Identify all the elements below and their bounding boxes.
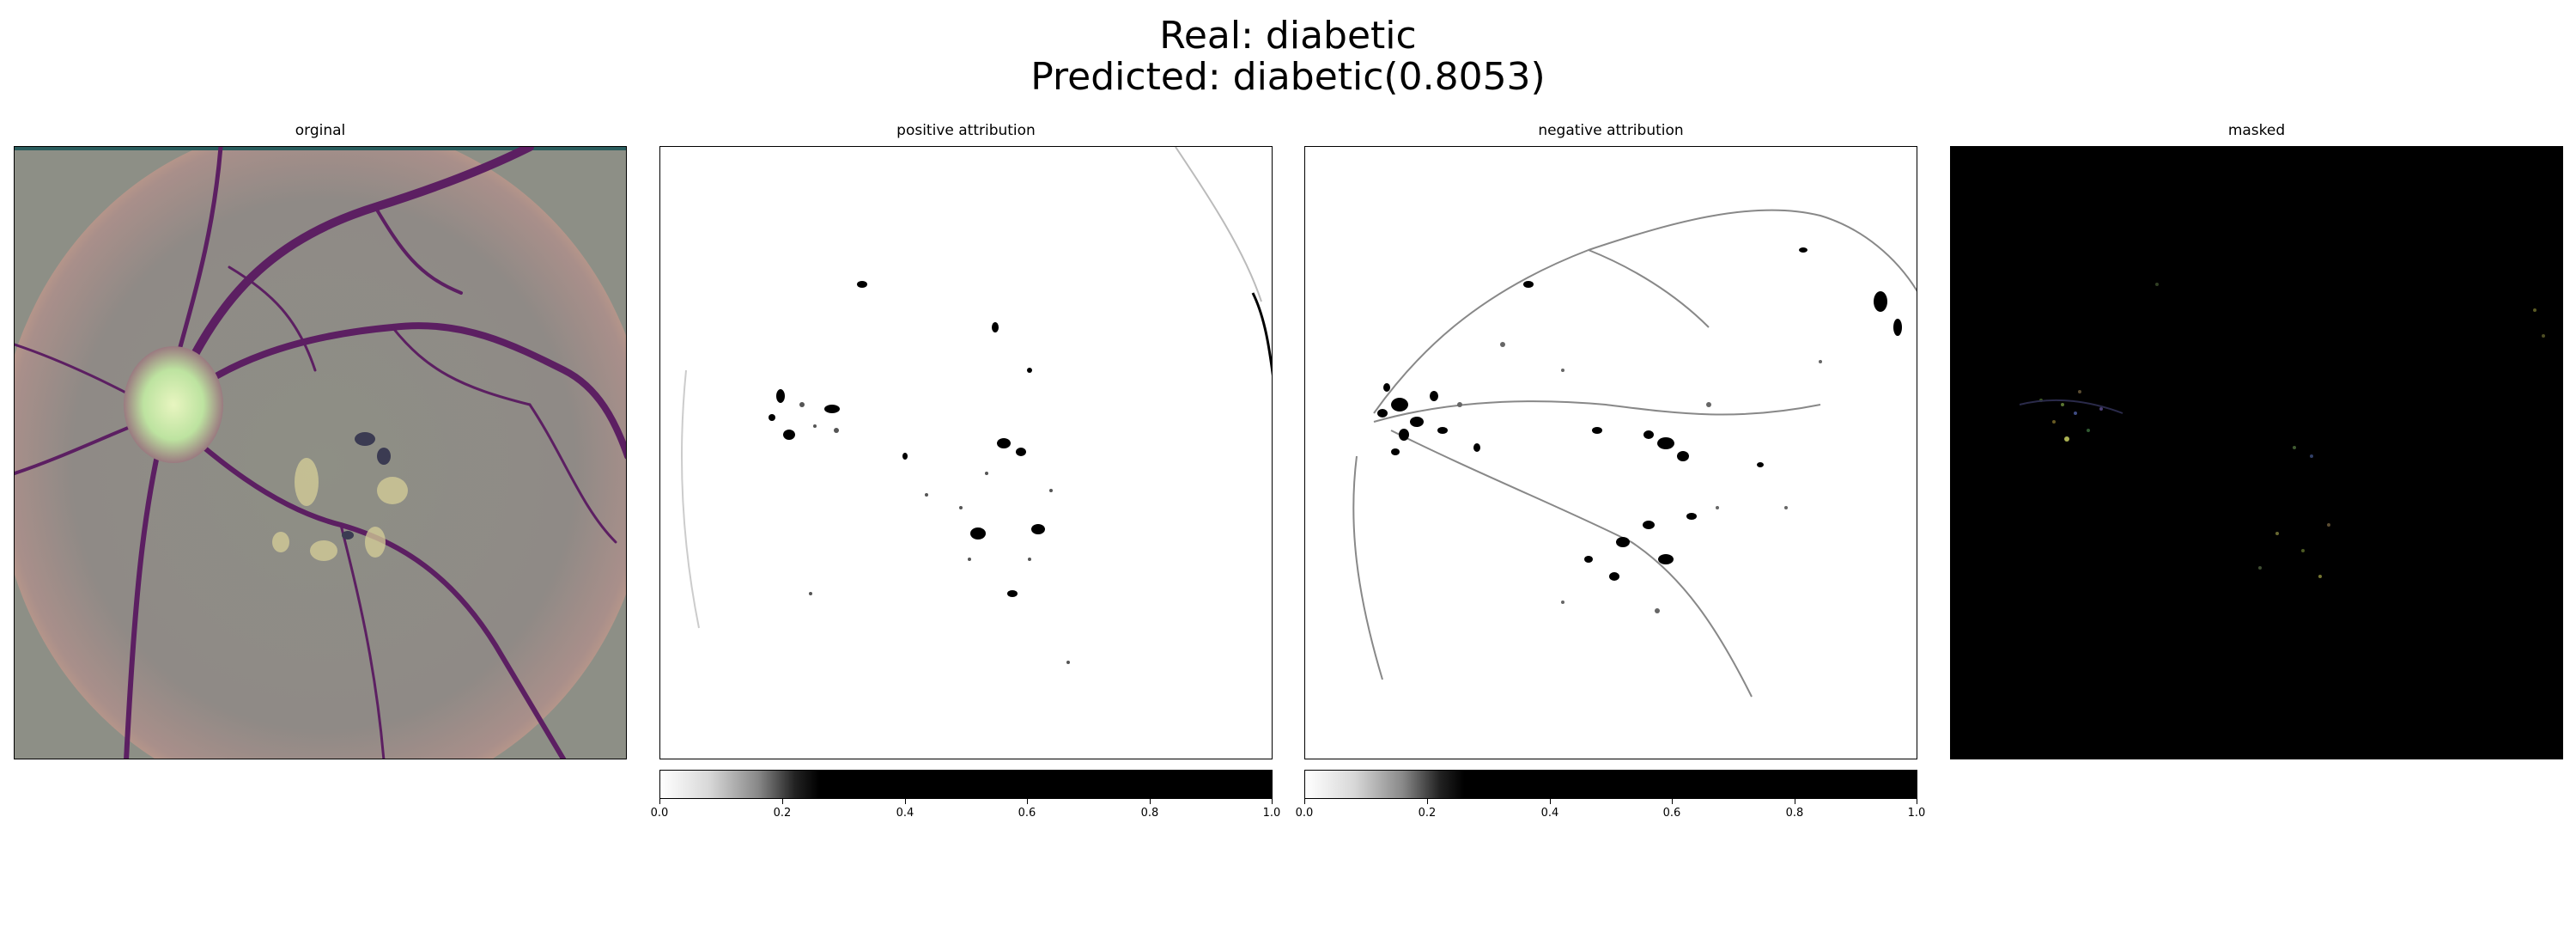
- cbar2-tick-1: 0.2: [1418, 807, 1437, 820]
- cbar2-tick-0: 0.0: [1295, 807, 1314, 820]
- cbar2-tick-2: 0.4: [1540, 807, 1559, 820]
- positive-attribution-map: [660, 147, 1272, 759]
- masked-retina-image: [1951, 147, 2562, 759]
- negative-attribution-map: [1305, 147, 1917, 759]
- negative-attribution-panel: [1304, 146, 1917, 759]
- cbar1-tick-5: 1.0: [1262, 807, 1281, 820]
- cbar2-tick-5: 1.0: [1907, 807, 1926, 820]
- panel-title-negative: negative attribution: [1538, 122, 1684, 139]
- cbar2-tick-4: 0.8: [1785, 807, 1804, 820]
- negative-colorbar-axis: 0.0 0.2 0.4 0.6 0.8 1.0: [1296, 799, 1925, 825]
- figure-title-real: Real: diabetic: [1159, 14, 1417, 58]
- panel-title-positive: positive attribution: [896, 122, 1036, 139]
- panel-title-original: orginal: [295, 122, 346, 139]
- cbar1-tick-1: 0.2: [773, 807, 792, 820]
- negative-colorbar: [1304, 770, 1917, 799]
- cbar1-tick-4: 0.8: [1140, 807, 1159, 820]
- cbar1-tick-3: 0.6: [1018, 807, 1036, 820]
- cbar1-tick-0: 0.0: [650, 807, 669, 820]
- cbar1-tick-2: 0.4: [896, 807, 914, 820]
- positive-attribution-panel: [659, 146, 1273, 759]
- panel-title-masked: masked: [2227, 122, 2286, 139]
- positive-colorbar-axis: 0.0 0.2 0.4 0.6 0.8 1.0: [651, 799, 1280, 825]
- positive-colorbar: [659, 770, 1273, 799]
- original-image-panel: [14, 146, 627, 759]
- cbar2-tick-3: 0.6: [1662, 807, 1681, 820]
- masked-image-panel: [1950, 146, 2563, 759]
- figure-title-predicted: Predicted: diabetic(0.8053): [1030, 55, 1546, 99]
- retina-fundus-image: [15, 147, 626, 759]
